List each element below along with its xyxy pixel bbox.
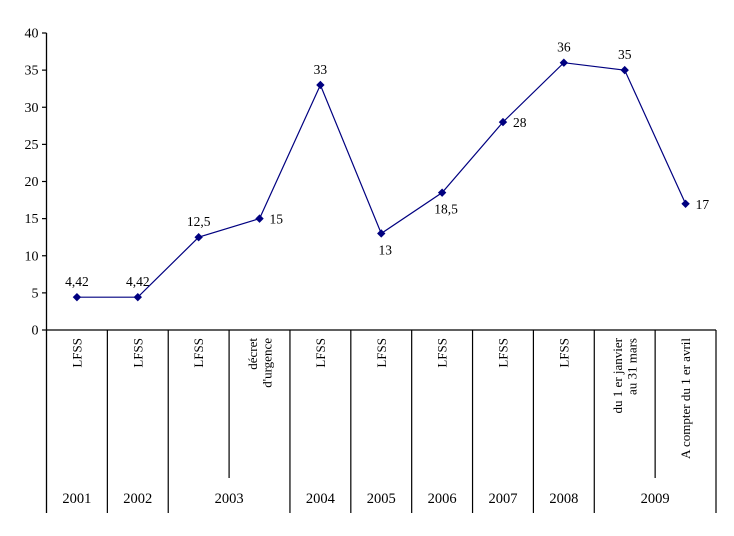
data-point-label: 33 xyxy=(314,62,328,77)
series-line xyxy=(76,62,687,298)
category-label: LFSS xyxy=(191,338,206,368)
category-label: du 1 er janvier xyxy=(610,337,625,413)
category-label: d'urgence xyxy=(259,338,274,388)
data-point-label: 18,5 xyxy=(434,202,458,217)
y-axis-tick-label: 10 xyxy=(25,249,39,264)
data-point-marker xyxy=(559,58,569,67)
data-point-marker xyxy=(316,80,325,90)
year-label: 2008 xyxy=(549,491,578,507)
year-label: 2003 xyxy=(215,491,244,507)
category-label: LFSS xyxy=(435,338,450,368)
category-label: LFSS xyxy=(556,338,571,368)
data-point-marker xyxy=(72,292,82,302)
year-label: 2006 xyxy=(428,491,457,507)
category-label: A compter du 1 er avril xyxy=(678,338,693,459)
data-point-marker xyxy=(620,65,629,75)
y-axis-tick-label: 25 xyxy=(25,138,39,153)
data-point-marker xyxy=(255,214,264,223)
data-point-marker xyxy=(681,199,690,208)
year-label: 2009 xyxy=(641,491,670,507)
category-label: décret xyxy=(245,338,260,370)
data-point-label: 35 xyxy=(618,47,632,62)
year-label: 2002 xyxy=(123,491,152,507)
data-point-label: 36 xyxy=(557,40,571,55)
year-label: 2007 xyxy=(488,491,517,507)
data-point-marker xyxy=(437,188,447,197)
y-axis-tick-label: 15 xyxy=(25,212,39,227)
year-label: 2004 xyxy=(306,491,336,507)
category-label: LFSS xyxy=(496,338,511,368)
category-label: LFSS xyxy=(130,338,145,368)
data-point-label: 12,5 xyxy=(187,214,211,229)
category-label: LFSS xyxy=(313,338,328,368)
category-label: LFSS xyxy=(69,338,84,368)
data-point-marker xyxy=(133,292,142,302)
data-point-marker xyxy=(377,229,386,238)
data-point-label: 13 xyxy=(379,242,393,257)
year-label: 2001 xyxy=(62,491,91,507)
y-axis-tick-label: 5 xyxy=(32,286,39,301)
year-label: 2005 xyxy=(367,491,396,507)
data-point-marker xyxy=(194,232,203,242)
data-point-label: 17 xyxy=(696,197,710,212)
y-axis-tick-label: 40 xyxy=(25,27,39,42)
y-axis-tick-label: 20 xyxy=(25,175,39,190)
data-point-label: 28 xyxy=(513,115,527,130)
y-axis-tick-label: 0 xyxy=(32,324,39,339)
category-label: au 31 mars xyxy=(625,338,640,395)
data-point-label: 4,42 xyxy=(65,274,89,289)
category-label: LFSS xyxy=(374,338,389,368)
y-axis-tick-label: 30 xyxy=(25,101,39,116)
data-point-label: 4,42 xyxy=(126,274,150,289)
data-point-marker xyxy=(498,117,508,127)
data-point-label: 15 xyxy=(270,212,284,227)
y-axis-tick-label: 35 xyxy=(25,64,39,79)
